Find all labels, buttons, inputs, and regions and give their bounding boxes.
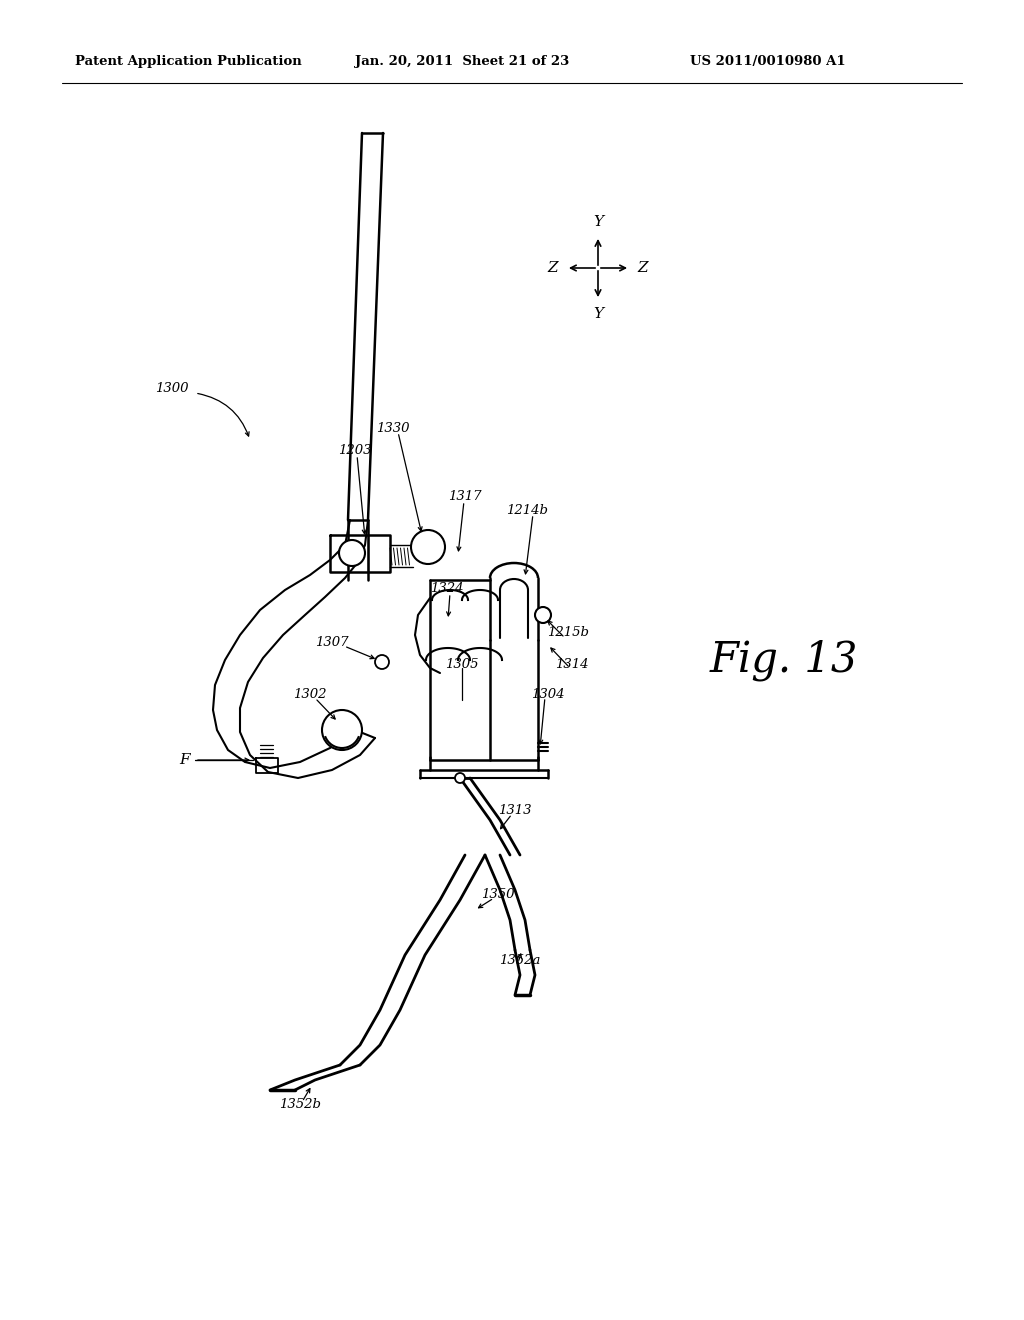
Text: 1330: 1330 (376, 421, 410, 434)
Text: 1203: 1203 (338, 444, 372, 457)
Text: Y: Y (593, 308, 603, 321)
Text: Z: Z (638, 261, 648, 275)
Text: 1352a: 1352a (500, 953, 541, 966)
Text: 1214b: 1214b (506, 503, 548, 516)
Text: 1324: 1324 (430, 582, 464, 594)
Text: 1302: 1302 (293, 689, 327, 701)
Circle shape (322, 710, 362, 750)
Circle shape (535, 607, 551, 623)
Text: 1307: 1307 (315, 635, 349, 648)
Circle shape (455, 774, 465, 783)
Text: 1314: 1314 (555, 659, 589, 672)
Circle shape (375, 655, 389, 669)
Text: US 2011/0010980 A1: US 2011/0010980 A1 (690, 55, 846, 69)
Text: F: F (179, 752, 190, 767)
Circle shape (339, 540, 365, 566)
Text: Patent Application Publication: Patent Application Publication (75, 55, 302, 69)
Text: Fig. 13: Fig. 13 (710, 639, 858, 681)
Text: Y: Y (593, 215, 603, 228)
Text: 1215b: 1215b (547, 627, 589, 639)
Text: 1317: 1317 (449, 491, 481, 503)
Text: 1305: 1305 (445, 659, 479, 672)
Circle shape (411, 531, 445, 564)
Text: Z: Z (548, 261, 558, 275)
Text: 1352b: 1352b (279, 1098, 321, 1111)
Text: 1313: 1313 (499, 804, 531, 817)
Text: 1304: 1304 (531, 688, 565, 701)
Text: 1300: 1300 (156, 381, 188, 395)
Text: 1350: 1350 (481, 888, 515, 902)
Text: Jan. 20, 2011  Sheet 21 of 23: Jan. 20, 2011 Sheet 21 of 23 (355, 55, 569, 69)
